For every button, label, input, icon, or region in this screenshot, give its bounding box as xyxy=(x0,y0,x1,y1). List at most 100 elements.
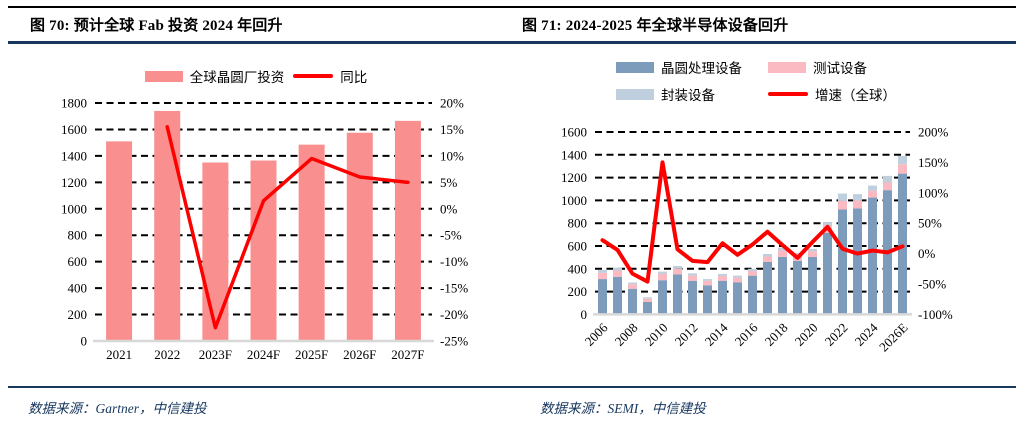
legend-label: 晶圆处理设备 xyxy=(661,61,742,76)
x-axis-tick: 2026F xyxy=(343,347,376,362)
bar-segment xyxy=(703,279,712,281)
x-axis-tick: 2014 xyxy=(702,320,731,349)
x-axis-tick: 2025F xyxy=(295,347,328,362)
bar-segment xyxy=(763,256,772,262)
bar-segment xyxy=(202,162,229,341)
title-divider-line xyxy=(8,41,1016,44)
right-axis-tick: 50% xyxy=(918,216,942,231)
bar-segment xyxy=(748,271,757,276)
bar-segment xyxy=(673,274,682,315)
bar-segment xyxy=(106,141,133,341)
bar-segment xyxy=(613,267,622,271)
bar-segment xyxy=(598,279,607,315)
bar-segment xyxy=(658,273,667,281)
bar-segment xyxy=(688,280,697,315)
bar-segment xyxy=(628,284,637,289)
bar-segment xyxy=(793,252,802,256)
bar-segment xyxy=(733,277,742,283)
x-axis-tick: 2022 xyxy=(822,320,851,349)
left-axis-tick: 600 xyxy=(68,254,88,269)
legend-label: 全球晶圆厂投资 xyxy=(189,70,285,85)
legend-item-yoy: 同比 xyxy=(293,66,367,86)
left-axis-tick: 1600 xyxy=(561,125,587,140)
left-axis-tick: 1800 xyxy=(61,96,87,111)
bar-segment xyxy=(718,280,727,315)
bar-segment xyxy=(250,160,277,341)
bar-segment xyxy=(868,190,877,198)
bar-segment xyxy=(643,301,652,315)
bar-segment xyxy=(673,265,682,269)
x-axis-tick: 2010 xyxy=(642,320,671,349)
left-axis-tick: 1600 xyxy=(61,122,87,137)
legend-label: 封装设备 xyxy=(661,88,715,103)
right-axis-tick: -100% xyxy=(918,307,953,322)
right-axis-tick: 200% xyxy=(918,125,949,140)
bar-segment xyxy=(898,155,907,165)
right-axis-tick: 0% xyxy=(918,246,936,261)
bar-segment xyxy=(853,200,862,209)
bar-segment xyxy=(763,261,772,315)
x-axis-tick: 2022 xyxy=(154,347,180,362)
bar-segment xyxy=(718,275,727,281)
x-axis-tick: 2020 xyxy=(792,320,821,349)
bar-segment xyxy=(823,222,832,226)
wafer-processing-swatch xyxy=(616,61,654,73)
semiconductor-equipment-chart: 0 200 400 600 800 1000 1200 1400 1600 -100% -50% 0%… xyxy=(561,125,953,355)
bar-segment xyxy=(598,269,607,273)
left-axis-tick: 1200 xyxy=(561,170,587,185)
left-axis-tick: 1400 xyxy=(61,148,87,163)
test-equipment-swatch xyxy=(768,61,806,73)
right-axis-tick: 10% xyxy=(440,148,464,163)
bar-segment xyxy=(838,200,847,210)
bar-segment xyxy=(673,268,682,275)
right-axis-tick: -50% xyxy=(918,277,946,292)
left-axis-tick: 0 xyxy=(81,334,88,349)
figure-71-title: 图 71: 2024-2025 年全球半导体设备回升 xyxy=(522,18,789,34)
bar-segment xyxy=(628,288,637,315)
left-axis-tick: 1000 xyxy=(61,201,87,216)
left-axis-tick: 0 xyxy=(581,307,588,322)
left-axis-tick: 800 xyxy=(568,216,588,231)
bar-segment xyxy=(778,247,787,251)
bar-segment xyxy=(688,273,697,276)
bar-segment xyxy=(868,197,877,315)
legend-equipment-chart: 晶圆处理设备 测试设备 封装设备 增速（全球） xyxy=(616,57,896,104)
figure-70-title: 图 70: 预计全球 Fab 投资 2024 年回升 xyxy=(30,18,283,34)
source-note-semi: 数据来源：SEMI，中信建投 xyxy=(540,401,706,416)
bar-segment xyxy=(808,248,817,252)
right-axis-tick: -5% xyxy=(440,228,462,243)
left-axis-tick: 800 xyxy=(68,228,88,243)
x-axis-tick: 2021 xyxy=(106,347,132,362)
left-axis-tick: 1400 xyxy=(561,147,587,162)
bar-segment xyxy=(853,208,862,315)
bar-segment xyxy=(898,164,907,174)
bar-segment xyxy=(703,285,712,315)
x-axis-tick: 2018 xyxy=(762,320,791,349)
bar-segment xyxy=(628,282,637,285)
left-axis-tick: 400 xyxy=(68,281,88,296)
source-note-gartner: 数据来源：Gartner，中信建投 xyxy=(28,401,207,416)
x-axis-tick: 2023F xyxy=(199,347,232,362)
bar-segment xyxy=(748,275,757,315)
right-axis-tick: -25% xyxy=(440,334,468,349)
bar-segment xyxy=(853,194,862,201)
bar-segment xyxy=(613,270,622,277)
bar-segment xyxy=(154,110,181,341)
bar-segment xyxy=(394,120,421,341)
x-axis-tick: 2012 xyxy=(672,320,701,349)
bar-segment xyxy=(658,271,667,274)
left-axis-tick: 1000 xyxy=(561,193,587,208)
bar-segment xyxy=(778,250,787,257)
x-axis-tick: 2016 xyxy=(732,320,761,349)
bar-segment xyxy=(778,256,787,315)
right-axis-tick: 5% xyxy=(440,175,458,190)
bar-segment xyxy=(838,209,847,315)
trend-line xyxy=(600,160,905,284)
bar-segment xyxy=(883,182,892,191)
source-divider-line xyxy=(8,386,1016,388)
right-axis-tick: -10% xyxy=(440,254,468,269)
bar-segment xyxy=(823,232,832,315)
legend-label: 增速（全球） xyxy=(815,88,896,103)
bar-segment xyxy=(643,298,652,302)
